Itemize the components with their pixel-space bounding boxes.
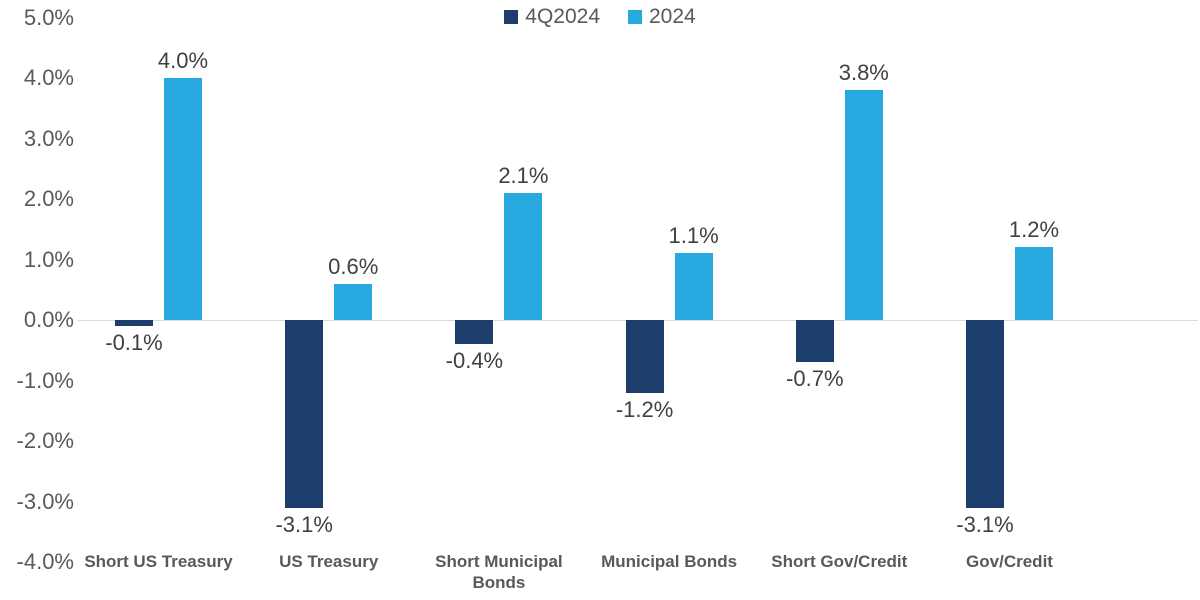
y-tick-label: -1.0%	[16, 367, 74, 393]
y-tick-label: -3.0%	[16, 488, 74, 514]
bar-4q2024-gov-credit	[966, 320, 1004, 508]
bar-4q2024-short-us-treasury	[115, 320, 153, 327]
bar-4q2024-us-treasury	[285, 320, 324, 508]
y-tick-label: -4.0%	[16, 549, 74, 574]
bar-value-label: 1.1%	[668, 223, 719, 249]
x-axis-category-label: Short Municipal Bonds	[435, 552, 563, 592]
bar-2024-gov-credit	[1015, 247, 1053, 320]
legend: 4Q2024 2024	[0, 6, 1200, 28]
bar-2024-us-treasury	[334, 283, 373, 320]
bar-value-label: -0.4%	[445, 348, 504, 374]
bar-2024-short-gov-credit	[844, 90, 883, 320]
bar-value-label: 1.2%	[1008, 217, 1060, 243]
bar-2024-municipal-bonds	[674, 253, 713, 320]
bar-value-label: -0.7%	[786, 366, 844, 392]
bar-2024-short-municipal-bonds	[504, 192, 543, 320]
bar-value-label: 4.0%	[157, 48, 209, 73]
bar-value-label: 0.6%	[328, 253, 379, 279]
legend-swatch-2024-icon	[628, 10, 642, 24]
bar-2024-short-us-treasury	[164, 78, 202, 320]
legend-swatch-4q2024-icon	[504, 10, 519, 24]
x-axis-category-label: Municipal Bonds	[601, 552, 738, 571]
x-axis-category-label: US Treasury	[279, 552, 379, 571]
y-tick-label: 0.0%	[23, 307, 74, 332]
bar-value-label: 3.8%	[838, 60, 889, 86]
bar-value-label: 2.1%	[498, 162, 549, 188]
y-tick-label: 1.0%	[23, 246, 74, 272]
legend-item-4q2024: 4Q2024	[504, 6, 600, 28]
bar-value-label: -3.1%	[275, 511, 333, 537]
bar-value-label: -1.2%	[615, 396, 674, 422]
x-axis-category-label: Short US Treasury	[84, 552, 233, 571]
y-tick-label: 4.0%	[23, 65, 74, 90]
y-tick-label: 5.0%	[23, 4, 74, 30]
x-axis-category-label: Gov/Credit	[966, 552, 1053, 571]
bar-4q2024-municipal-bonds	[625, 320, 664, 393]
y-tick-label: 3.0%	[23, 125, 74, 151]
bar-value-label: -0.1%	[105, 330, 163, 356]
x-axis-category-label: Short Gov/Credit	[771, 552, 908, 571]
bar-4q2024-short-gov-credit	[795, 320, 834, 363]
bar-4q2024-short-municipal-bonds	[455, 320, 494, 345]
legend-label-4q2024: 4Q2024	[525, 5, 600, 28]
y-tick-label: -2.0%	[16, 428, 74, 453]
legend-item-2024: 2024	[628, 6, 696, 28]
y-tick-label: 2.0%	[23, 186, 74, 211]
legend-label-2024: 2024	[649, 5, 696, 28]
bar-value-label: -3.1%	[956, 511, 1014, 537]
